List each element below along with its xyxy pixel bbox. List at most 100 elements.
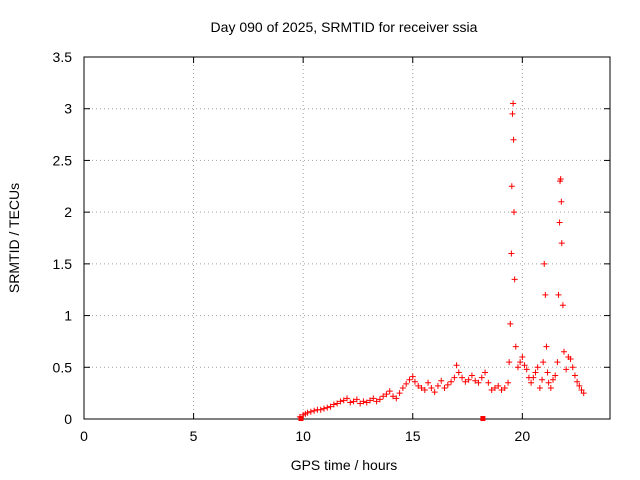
data-point (418, 384, 425, 391)
data-point (406, 376, 413, 383)
data-point (511, 209, 518, 216)
data-point (324, 404, 331, 411)
data-point (488, 387, 495, 394)
data-point (344, 395, 350, 402)
data-point (540, 359, 547, 366)
data-point (304, 409, 311, 416)
data-point (571, 372, 578, 379)
data-point (512, 343, 519, 350)
data-point (425, 379, 432, 386)
data-point (574, 378, 581, 385)
data-point (532, 369, 539, 376)
data-point (523, 366, 530, 373)
data-point (555, 291, 562, 298)
data-point (451, 374, 458, 381)
data-point (367, 397, 374, 404)
data-point (495, 382, 502, 389)
data-point (357, 400, 364, 407)
data-point (530, 374, 537, 381)
data-point (547, 384, 554, 391)
data-point (508, 183, 515, 190)
data-point (350, 398, 357, 405)
data-point (340, 397, 347, 404)
data-point (444, 381, 451, 388)
data-point (514, 364, 521, 371)
data-point (360, 398, 367, 405)
data-point (578, 387, 585, 394)
data-point (543, 343, 550, 350)
data-point (393, 395, 400, 402)
y-tick-label: 0.5 (53, 359, 73, 375)
data-point (519, 353, 526, 360)
data-point (511, 276, 518, 283)
data-point (567, 356, 574, 363)
data-point (448, 378, 455, 385)
data-point (541, 260, 548, 267)
data-point (376, 396, 383, 403)
data-point (383, 391, 390, 398)
y-tick-label: 1 (64, 308, 72, 324)
data-point (434, 382, 441, 389)
data-point (557, 176, 564, 183)
x-tick-label: 10 (295, 428, 311, 444)
data-point (455, 369, 462, 376)
data-point (411, 378, 418, 385)
data-point (386, 388, 393, 395)
data-point (390, 393, 397, 400)
outlier-point (480, 416, 486, 421)
data-point (373, 398, 380, 405)
data-point (501, 384, 508, 391)
data-point (327, 403, 334, 410)
data-point (462, 378, 469, 385)
data-point (539, 376, 546, 383)
data-point (311, 407, 318, 414)
data-point (528, 379, 535, 386)
x-tick-label: 20 (515, 428, 531, 444)
data-point (576, 382, 583, 389)
data-point (558, 198, 565, 205)
data-point (403, 380, 410, 387)
data-point (370, 395, 377, 402)
data-point (347, 399, 354, 406)
data-point (542, 291, 549, 298)
data-point (552, 372, 559, 379)
data-point (320, 405, 327, 412)
data-point (559, 302, 566, 309)
data-point (459, 374, 466, 381)
y-tick-label: 1.5 (53, 256, 73, 272)
data-point (334, 400, 341, 407)
y-tick-label: 2 (64, 204, 72, 220)
data-point (545, 379, 552, 386)
data-point (563, 366, 570, 373)
tick-layer: 0 0.5 1 1.5 2 2.5 3 3.5 0 5 10 15 20 (53, 49, 610, 444)
data-point (421, 387, 428, 394)
data-point (330, 401, 337, 408)
x-axis-label: GPS time / hours (291, 457, 398, 473)
data-point (508, 250, 515, 257)
x-tick-label: 15 (405, 428, 421, 444)
mark-layer (296, 100, 587, 421)
outlier-point (298, 416, 304, 421)
data-point (307, 408, 314, 415)
data-point (468, 372, 475, 379)
data-point (353, 396, 360, 403)
data-point (509, 110, 516, 117)
data-point (465, 376, 472, 383)
data-point (507, 320, 514, 327)
data-point (431, 389, 438, 396)
data-point (438, 377, 445, 384)
x-tick-label: 0 (80, 428, 88, 444)
data-point (409, 373, 416, 380)
data-point (441, 384, 448, 391)
data-point (505, 379, 512, 386)
data-point (569, 364, 576, 371)
data-point (536, 384, 543, 391)
data-point (482, 369, 489, 376)
data-point (337, 398, 344, 405)
y-tick-label: 3 (64, 101, 72, 117)
data-point (554, 359, 561, 366)
data-point (556, 219, 563, 226)
data-point (363, 399, 370, 406)
y-tick-label: 3.5 (53, 49, 73, 65)
data-point (415, 382, 422, 389)
